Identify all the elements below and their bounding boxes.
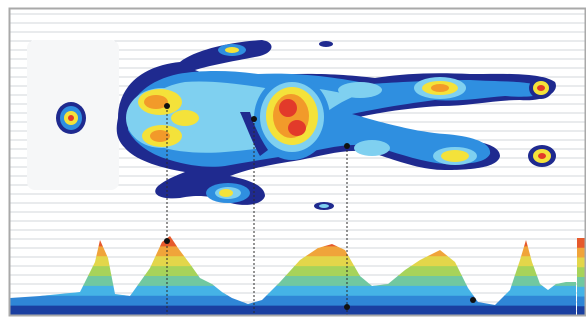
profile-band	[10, 305, 576, 315]
profile-band	[10, 285, 576, 296]
heat-zone-tip-lower-core	[538, 153, 546, 159]
heat-zone-sacrum	[171, 110, 199, 126]
heat-zone-hip-lower-core	[150, 130, 170, 142]
marker-leaders	[164, 103, 476, 315]
heat-zone-upper-limb-core	[431, 84, 449, 92]
marker-hip-profile	[164, 238, 170, 244]
heat-zone-lower-mid	[354, 140, 390, 156]
marker-ankle-profile	[470, 297, 476, 303]
legend-band	[577, 247, 586, 258]
heatmap-groove	[240, 112, 268, 156]
legend-band	[577, 267, 586, 278]
heat-zone-top-blob-core	[225, 47, 239, 53]
heat-zone-lower-limb	[441, 150, 469, 162]
heat-zone-speck-bottom-core	[319, 204, 329, 208]
heat-zone-tip-upper-core	[537, 85, 545, 91]
profile-band	[10, 265, 576, 276]
legend-band	[577, 277, 586, 288]
heat-zone-center-red-1	[279, 99, 297, 117]
profile-band	[10, 275, 576, 286]
legend-band	[577, 286, 586, 297]
heat-zone-bottom-blob-core	[219, 189, 233, 197]
legend-band	[577, 296, 586, 307]
marker-hip-top	[164, 103, 170, 109]
legend-color-scale-icon	[577, 238, 586, 316]
marker-knee-top	[344, 143, 350, 149]
heat-zone-left-core	[68, 115, 74, 121]
heat-zone-speck-top	[319, 41, 333, 47]
legend-band	[577, 306, 586, 316]
pressure-heatmap	[56, 40, 556, 210]
heat-zone-upper-mid	[338, 82, 382, 98]
legend-band	[577, 257, 586, 268]
marker-waist-top	[251, 116, 257, 122]
heat-zone-center-red-2	[288, 120, 306, 136]
legend-band	[577, 238, 586, 249]
profile-band	[10, 295, 576, 306]
heat-zone-hip-upper-core	[144, 95, 168, 109]
marker-knee-profile	[344, 304, 350, 310]
